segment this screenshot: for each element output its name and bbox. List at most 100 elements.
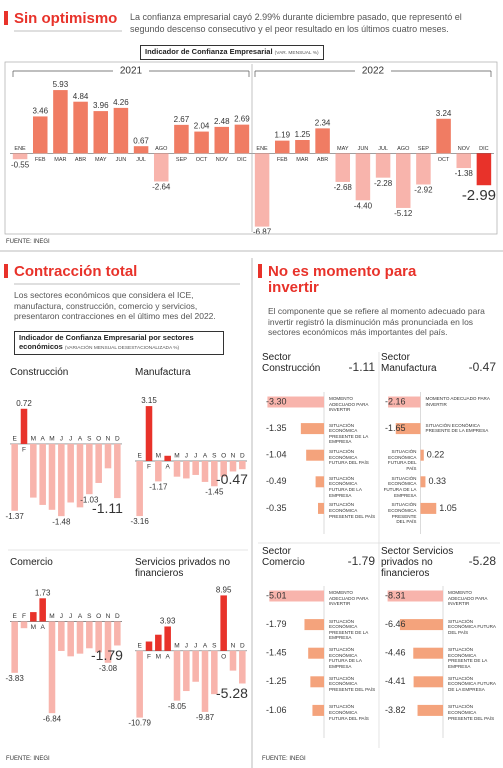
value-label: -1.35 bbox=[266, 423, 287, 433]
value-label: -4.41 bbox=[385, 676, 406, 686]
category-label: SITUACIÓN ECONÓMICA FUTURA DE LA EMPRESA bbox=[329, 647, 362, 669]
bar bbox=[20, 621, 28, 629]
bar bbox=[67, 621, 74, 657]
bar bbox=[304, 619, 324, 631]
x-tick-label: A bbox=[78, 436, 83, 443]
bar bbox=[39, 443, 46, 505]
x-tick-label: JUL bbox=[136, 157, 146, 163]
bar bbox=[201, 650, 209, 712]
bar bbox=[306, 449, 324, 461]
bar bbox=[274, 140, 290, 154]
value-label: -2.28 bbox=[374, 179, 393, 188]
value-label: -1.79 bbox=[91, 647, 123, 663]
bar bbox=[375, 153, 391, 178]
bar bbox=[300, 423, 324, 435]
bar bbox=[58, 621, 65, 651]
bar bbox=[388, 396, 421, 408]
chart-title: Indicador de Confianza Empresarial (VAR.… bbox=[140, 45, 324, 60]
x-tick-label: N bbox=[231, 643, 236, 650]
bar bbox=[67, 443, 74, 503]
bar bbox=[399, 619, 443, 631]
bar bbox=[192, 461, 199, 475]
bar bbox=[420, 502, 437, 514]
bar bbox=[11, 443, 18, 511]
x-tick-label: OCT bbox=[196, 157, 208, 163]
value-label: -1.03 bbox=[80, 495, 99, 504]
value-label: -2.64 bbox=[152, 183, 171, 192]
value-label: 2.04 bbox=[194, 122, 210, 131]
x-tick-label: SEP bbox=[176, 157, 187, 163]
value-label: -3.30 bbox=[266, 396, 287, 406]
chart-title: Indicador de Confianza Empresarial por s… bbox=[14, 331, 224, 355]
x-tick-label: A bbox=[203, 643, 208, 650]
category-label: SITUACIÓN ECONÓMICA PRESENTE DEL PAÍS bbox=[448, 704, 495, 721]
x-tick-label: J bbox=[194, 643, 197, 650]
x-tick-label: F bbox=[147, 654, 151, 661]
x-tick-label: MAY bbox=[95, 157, 107, 163]
bar bbox=[267, 396, 324, 408]
x-tick-label: J bbox=[69, 436, 72, 443]
bar bbox=[229, 650, 237, 671]
panel-total: -1.79 bbox=[348, 554, 376, 568]
bar bbox=[476, 153, 492, 186]
value-label: -3.16 bbox=[131, 517, 150, 526]
bar bbox=[220, 461, 227, 477]
value-label: -8.31 bbox=[385, 590, 406, 600]
x-tick-label: J bbox=[60, 436, 63, 443]
marker bbox=[4, 11, 8, 25]
value-label: -1.45 bbox=[266, 648, 287, 658]
bar bbox=[417, 704, 443, 716]
value-label: 5.93 bbox=[53, 80, 69, 89]
value-label: -3.82 bbox=[385, 705, 406, 715]
bar bbox=[39, 598, 46, 622]
x-tick-label: N bbox=[106, 436, 111, 443]
value-label: -0.47 bbox=[216, 471, 248, 487]
x-tick-label: J bbox=[185, 643, 188, 650]
chart-title: Manufactura bbox=[135, 367, 191, 378]
section-text: El componente que se refiere al momento … bbox=[268, 306, 485, 337]
bar bbox=[58, 443, 65, 517]
value-label: 0.72 bbox=[16, 399, 32, 408]
value-label: 3.15 bbox=[141, 396, 157, 405]
category-label: SITUACIÓN ECONÓMICA PRESENTE DEL PAÍS bbox=[329, 675, 376, 692]
bar bbox=[145, 406, 153, 461]
bar bbox=[355, 153, 371, 201]
x-tick-label: O bbox=[96, 613, 101, 620]
panel-title: Sector Servicios privados no financieros bbox=[381, 546, 454, 579]
x-tick-label: M bbox=[31, 436, 36, 443]
x-tick-label: E bbox=[12, 436, 17, 443]
x-tick-label: A bbox=[40, 624, 45, 631]
category-label: SITUACIÓN ECONÓMICA FUTURA DE LA EMPRESA bbox=[383, 475, 417, 498]
category-label: SITUACIÓN ECONÓMICA PRESENTE DE LA EMPRE… bbox=[448, 647, 488, 669]
header-title: Sin optimismo bbox=[14, 10, 118, 27]
value-label: -5.12 bbox=[394, 209, 413, 218]
x-tick-label: N bbox=[106, 613, 111, 620]
value-label: 4.26 bbox=[113, 98, 129, 107]
bar bbox=[315, 128, 330, 154]
value-label: -4.46 bbox=[385, 648, 406, 658]
value-label: -4.40 bbox=[354, 201, 373, 210]
bar bbox=[420, 476, 426, 488]
bar bbox=[133, 146, 149, 154]
category-label: SITUACIÓN ECONÓMICA FUTURA DEL PAÍS bbox=[448, 618, 496, 635]
x-tick-label: FEB bbox=[35, 157, 46, 163]
x-tick-label: F bbox=[22, 447, 26, 454]
marker bbox=[4, 264, 8, 278]
x-tick-label: ABR bbox=[75, 157, 86, 163]
value-label: -0.49 bbox=[266, 476, 287, 486]
section-text: Los sectores económicos que considera el… bbox=[14, 290, 216, 321]
bar bbox=[76, 443, 84, 508]
value-label: 0.33 bbox=[428, 476, 446, 486]
value-label: -2.99 bbox=[462, 187, 496, 204]
value-label: 2.69 bbox=[234, 115, 250, 124]
bar bbox=[145, 641, 153, 651]
bar bbox=[114, 443, 121, 499]
chart-title: Construcción bbox=[10, 367, 69, 378]
x-tick-label: JUN bbox=[358, 146, 369, 152]
bar bbox=[295, 140, 310, 154]
category-label: MOMENTO ADECUADO PARA INVERTIR bbox=[329, 396, 369, 413]
value-label: -1.37 bbox=[6, 512, 25, 521]
bar bbox=[269, 590, 324, 602]
x-tick-label: O bbox=[221, 654, 226, 661]
value-label: -9.87 bbox=[196, 713, 215, 722]
